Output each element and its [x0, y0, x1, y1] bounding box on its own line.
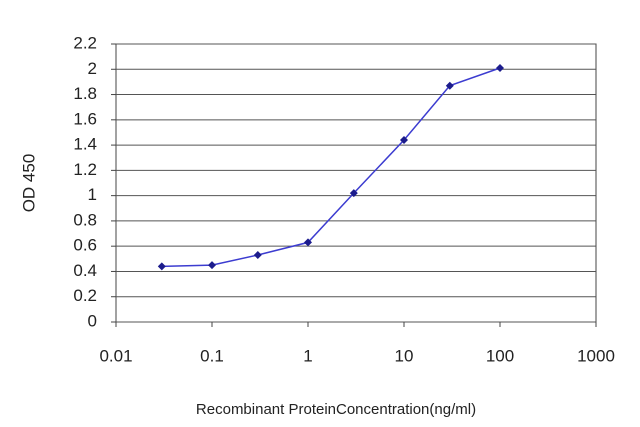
y-tick-label: 0.4: [73, 261, 97, 280]
x-tick-label: 0.01: [99, 346, 132, 365]
y-tick-label: 1.4: [73, 135, 97, 154]
data-point: [304, 238, 312, 247]
data-point: [445, 81, 454, 90]
data-point: [157, 262, 166, 271]
y-tick-label: 1.8: [73, 84, 97, 103]
y-axis-label: OD 450: [19, 154, 38, 213]
y-tick-label: 2: [88, 59, 97, 78]
x-tick-label: 1000: [577, 346, 615, 365]
x-axis-label: Recombinant ProteinConcentration(ng/ml): [196, 401, 476, 418]
data-point: [496, 64, 504, 73]
y-tick-label: 0.8: [73, 210, 97, 229]
data-point: [349, 189, 358, 198]
y-tick-label: 1: [88, 185, 97, 204]
x-tick-label: 0.1: [200, 346, 224, 365]
data-point: [253, 251, 262, 260]
y-tick-label: 0.6: [73, 236, 97, 255]
y-tick-label: 2.2: [73, 33, 97, 52]
data-point: [400, 136, 408, 145]
y-tick-label: 1.6: [73, 109, 97, 128]
data-point: [208, 261, 216, 270]
x-tick-label: 1: [303, 346, 312, 365]
y-tick-label: 1.2: [73, 160, 97, 179]
y-tick-label: 0.2: [73, 286, 97, 305]
x-tick-label: 100: [486, 346, 514, 365]
data-line: [161, 67, 501, 268]
x-tick-label: 10: [395, 346, 414, 365]
plot-area: [115, 43, 597, 323]
y-tick-label: 0: [88, 311, 97, 330]
